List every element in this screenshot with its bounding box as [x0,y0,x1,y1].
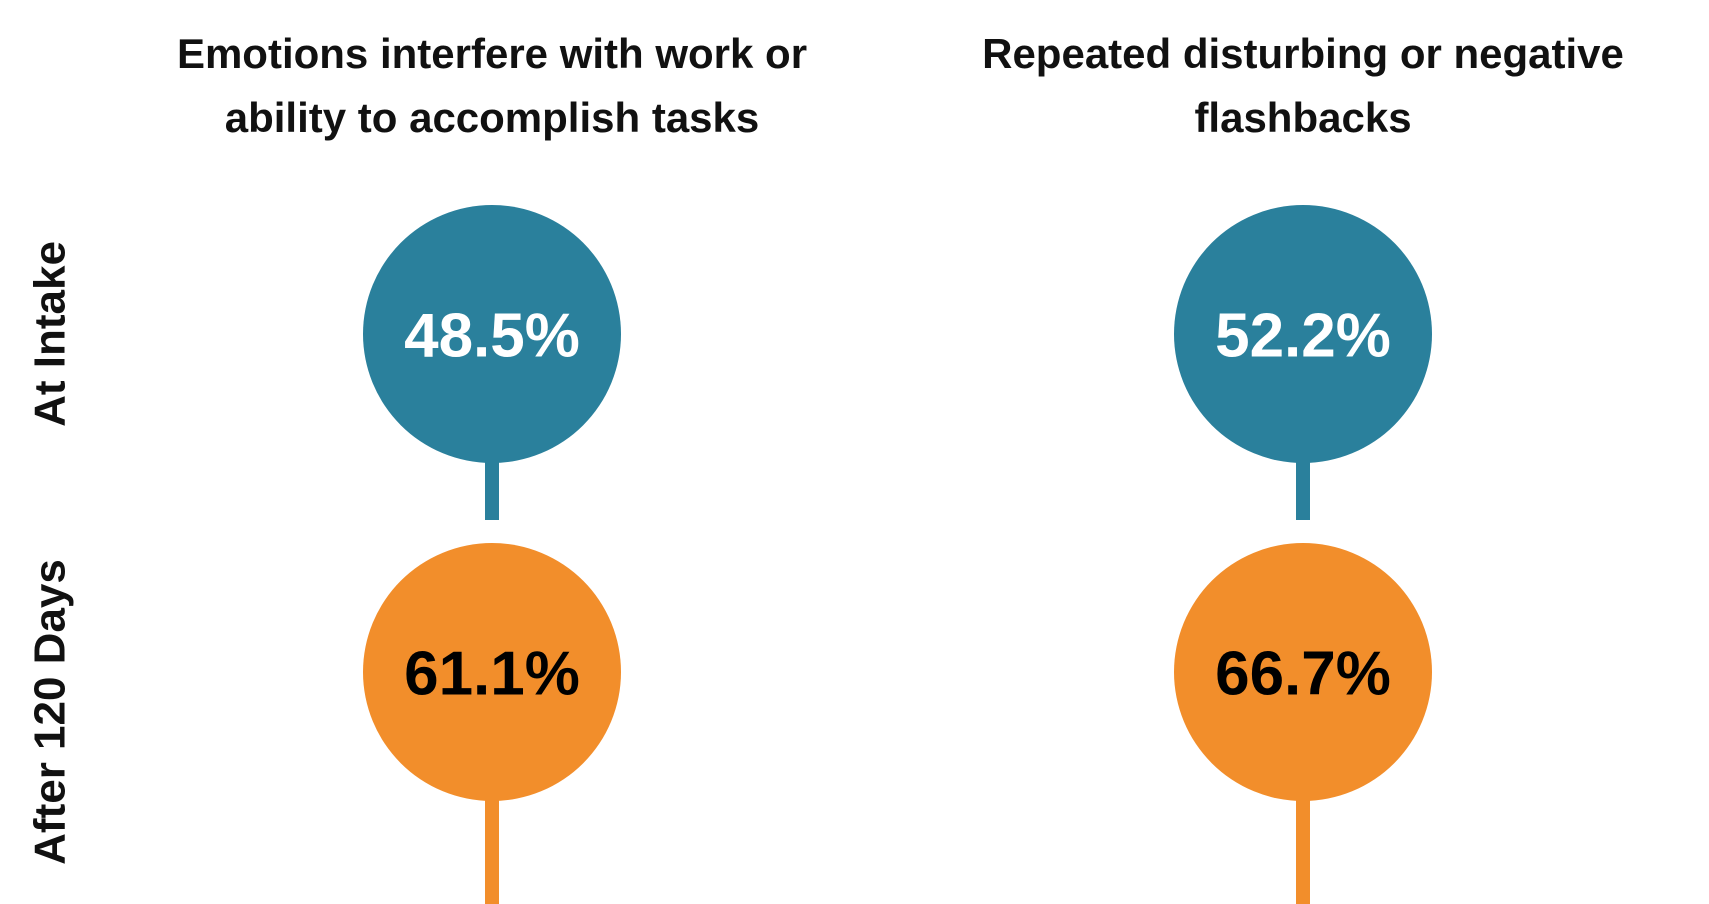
row-label: After 120 Days [26,559,75,865]
panel-title: Emotions interfere with work or ability … [176,30,808,141]
value-label: 48.5% [404,302,580,371]
lollipop-head [363,543,621,801]
value-label: 61.1% [404,640,580,709]
lollipop-head [1174,205,1432,463]
row-label: At Intake [26,241,75,427]
lollipop-head [363,205,621,463]
value-label: 66.7% [1215,640,1391,709]
lollipop-head [1174,543,1432,801]
value-label: 52.2% [1215,302,1391,371]
panel-title: Repeated disturbing or negative flashbac… [982,30,1624,141]
